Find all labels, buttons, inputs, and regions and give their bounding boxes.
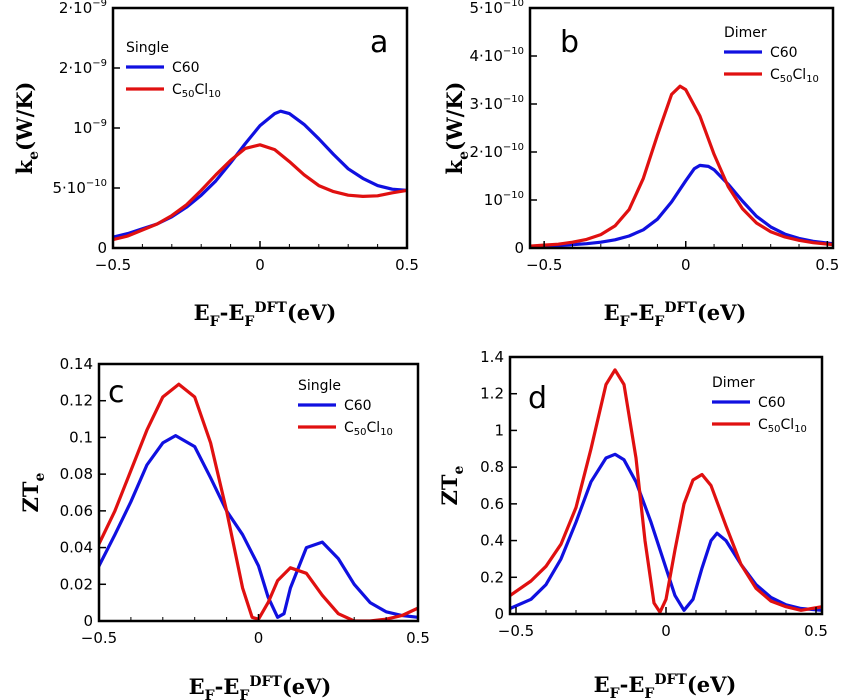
- y-tick-label: 0.1: [69, 428, 93, 446]
- series-line-c50cl10: [510, 368, 822, 614]
- y-tick-label: 0: [494, 605, 504, 623]
- y-tick-label: 0.8: [480, 458, 504, 476]
- y-tick-label: 0: [97, 239, 107, 257]
- x-tick-label: −0.5: [498, 622, 534, 640]
- x-tick-label: 0.5: [815, 256, 839, 274]
- series-line-c50cl10: [113, 143, 407, 242]
- x-tick-label: 0.5: [804, 622, 828, 640]
- y-tick-label: 0.04: [60, 539, 93, 557]
- y-axis-label: ZTe: [437, 465, 467, 505]
- legend-entry: C50Cl10: [758, 417, 807, 435]
- series-line-c50cl10: [530, 84, 833, 248]
- panel-a: −0.500.505·10−10​10−9​2·10−9​2·10−9​ke(W…: [12, 0, 419, 330]
- legend-title: Dimer: [724, 25, 767, 41]
- x-tick-label: 0: [661, 622, 671, 640]
- x-axis-label: EF-EFDFT(eV): [189, 674, 332, 700]
- x-axis-label: EF-EFDFT(eV): [194, 300, 337, 330]
- x-tick-label: 0: [255, 256, 265, 274]
- legend-title: Single: [126, 40, 169, 56]
- legend-entry: C50Cl10: [344, 420, 393, 438]
- x-axis-label: EF-EFDFT(eV): [594, 672, 737, 700]
- y-axis-label: ke(W/K): [12, 82, 42, 175]
- legend-title: Dimer: [712, 375, 755, 391]
- y-tick-label: 10−9​: [73, 118, 107, 137]
- panel-label: a: [370, 25, 388, 60]
- series-line-c60: [510, 452, 822, 612]
- y-tick-label: 0.14: [60, 355, 93, 373]
- y-tick-label: 1.2: [480, 385, 504, 403]
- y-tick-label: 2·10−9​: [59, 0, 107, 17]
- y-tick-label: 0.6: [480, 495, 504, 513]
- x-tick-label: 0.5: [395, 256, 419, 274]
- legend-entry: C60: [758, 395, 786, 411]
- y-tick-label: 0.4: [480, 532, 504, 550]
- legend-entry: C60: [770, 45, 798, 61]
- y-tick-label: 3·10−10​: [469, 94, 524, 113]
- legend-entry: C50Cl10: [172, 82, 221, 100]
- y-tick-label: 2·10−10​: [469, 142, 524, 161]
- series-line-c60: [113, 109, 407, 239]
- x-tick-label: 0: [254, 629, 264, 647]
- y-tick-label: 0.2: [480, 568, 504, 586]
- panel-label: d: [528, 381, 547, 416]
- y-tick-label: 5·10−10​: [469, 0, 524, 17]
- y-tick-label: 1.4: [480, 348, 504, 366]
- y-tick-label: 4·10−10​: [469, 46, 524, 65]
- x-tick-label: −0.5: [526, 256, 562, 274]
- panel-d: −0.5 0 0.500.20.40.60.811.21.4ZTeEF-EFDFT(…: [437, 348, 828, 700]
- series-line-c60: [99, 434, 418, 619]
- legend-title: Single: [298, 378, 341, 394]
- series-line-c60: [530, 163, 833, 248]
- x-tick-label: −0.5: [95, 256, 131, 274]
- legend-entry: C50Cl10: [770, 67, 819, 85]
- y-axis-label: ke(W/K): [442, 82, 472, 175]
- panel-label: b: [560, 25, 579, 60]
- y-tick-label: 0.06: [60, 502, 93, 520]
- panel-label: c: [108, 375, 125, 410]
- y-tick-label: 1: [494, 421, 504, 439]
- y-tick-label: 10−10​: [484, 190, 524, 209]
- y-tick-label: 0: [514, 239, 524, 257]
- y-tick-label: 0: [83, 612, 93, 630]
- y-tick-label: 0.02: [60, 575, 93, 593]
- legend-entry: C60: [172, 60, 200, 76]
- x-axis-label: EF-EFDFT(eV): [604, 300, 747, 330]
- x-tick-label: −0.5: [81, 629, 117, 647]
- x-tick-label: 0: [681, 256, 691, 274]
- y-tick-label: 2·10−9​: [59, 58, 107, 77]
- y-axis-label: ZTe: [18, 472, 48, 512]
- plot-frame: [528, 6, 835, 250]
- y-tick-label: 0.12: [60, 392, 93, 410]
- panel-b: −0.500.5010−10​2·10−10​3·10−10​4·10−10​5…: [442, 0, 839, 330]
- y-tick-label: 5·10−10​: [52, 178, 107, 197]
- legend-entry: C60: [344, 398, 372, 414]
- x-tick-label: 0.5: [406, 629, 430, 647]
- panel-c: −0.5 0 0.500.020.040.060.080.10.120.14ZTeE…: [18, 355, 430, 700]
- y-tick-label: 0.08: [60, 465, 93, 483]
